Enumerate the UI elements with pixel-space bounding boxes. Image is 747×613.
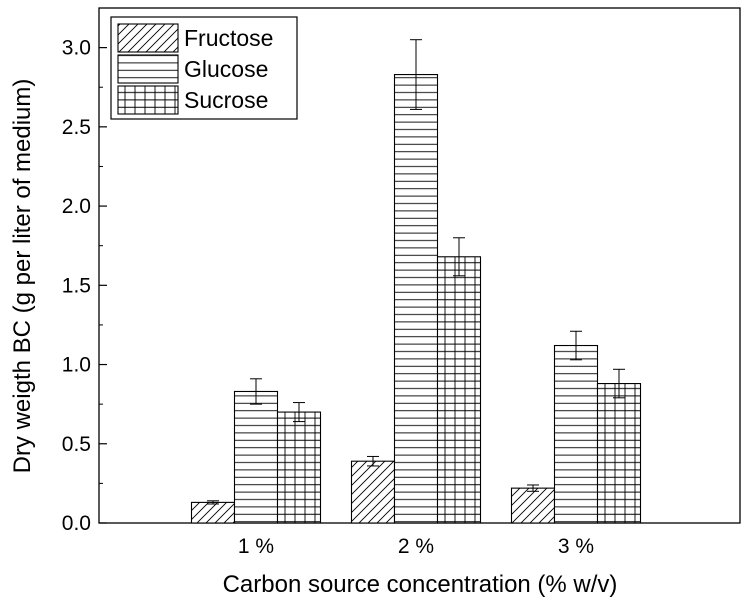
y-tick-label: 0.5 xyxy=(62,433,91,456)
bar-sucrose xyxy=(436,256,482,524)
y-tick-label: 1.0 xyxy=(62,354,91,377)
bar-glucose xyxy=(553,344,599,524)
legend-label-fructose: Fructose xyxy=(184,25,273,51)
x-tick-label: 1 % xyxy=(238,535,274,558)
y-tick-label: 1.5 xyxy=(62,274,91,297)
x-tick-label: 3 % xyxy=(558,535,594,558)
y-axis-title: Dry weigth BC (g per liter of medium) xyxy=(9,79,36,474)
bars-layer xyxy=(190,39,642,524)
y-tick-label: 2.5 xyxy=(62,116,91,139)
legend-swatch-fructose xyxy=(117,23,179,53)
bar-glucose xyxy=(393,74,439,524)
bar-fructose xyxy=(350,460,396,524)
legend-label-sucrose: Sucrose xyxy=(184,87,268,113)
bar-fructose xyxy=(510,487,556,524)
bar-sucrose xyxy=(596,383,642,524)
x-axis-title: Carbon source concentration (% w/v) xyxy=(223,571,618,598)
y-tick-label: 2.0 xyxy=(62,195,91,218)
x-tick-label: 2 % xyxy=(398,535,434,558)
legend-label-glucose: Glucose xyxy=(184,56,268,82)
legend-swatch-sucrose xyxy=(117,85,179,115)
bar-sucrose xyxy=(276,411,322,524)
y-axis: 0.0 0.5 1.0 1.5 2.0 2.5 3.0 xyxy=(62,37,107,535)
legend: Fructose Glucose Sucrose xyxy=(110,16,298,120)
y-tick-label: 0.0 xyxy=(62,512,91,535)
x-axis: 1 % 2 % 3 % xyxy=(238,515,594,558)
bar-fructose xyxy=(190,501,236,524)
legend-swatch-glucose xyxy=(117,54,179,84)
bar-glucose xyxy=(233,390,279,524)
y-tick-label: 3.0 xyxy=(62,37,91,60)
